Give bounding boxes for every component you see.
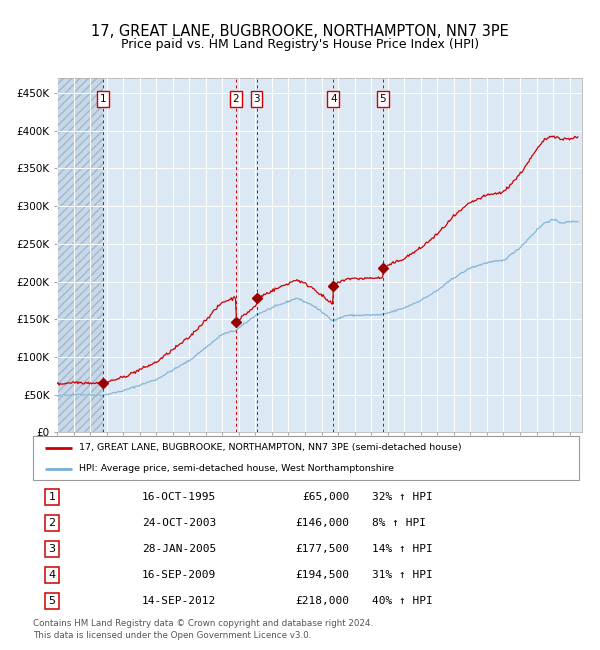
Text: 2: 2 xyxy=(49,518,56,528)
Text: 4: 4 xyxy=(330,94,337,104)
Text: HPI: Average price, semi-detached house, West Northamptonshire: HPI: Average price, semi-detached house,… xyxy=(79,464,394,473)
Bar xyxy=(57,78,103,432)
Text: £177,500: £177,500 xyxy=(296,544,350,554)
Text: 8% ↑ HPI: 8% ↑ HPI xyxy=(371,518,425,528)
Text: 40% ↑ HPI: 40% ↑ HPI xyxy=(371,596,432,606)
Text: 31% ↑ HPI: 31% ↑ HPI xyxy=(371,570,432,580)
Bar xyxy=(57,78,103,432)
Text: This data is licensed under the Open Government Licence v3.0.: This data is licensed under the Open Gov… xyxy=(33,630,311,640)
Text: 1: 1 xyxy=(100,94,106,104)
Text: 3: 3 xyxy=(253,94,260,104)
Text: 1: 1 xyxy=(49,492,56,502)
Text: 5: 5 xyxy=(380,94,386,104)
Text: £146,000: £146,000 xyxy=(296,518,350,528)
Text: 32% ↑ HPI: 32% ↑ HPI xyxy=(371,492,432,502)
FancyBboxPatch shape xyxy=(33,436,579,480)
Text: 16-SEP-2009: 16-SEP-2009 xyxy=(142,570,217,580)
Text: 14% ↑ HPI: 14% ↑ HPI xyxy=(371,544,432,554)
Text: 24-OCT-2003: 24-OCT-2003 xyxy=(142,518,217,528)
Text: 14-SEP-2012: 14-SEP-2012 xyxy=(142,596,217,606)
Text: Contains HM Land Registry data © Crown copyright and database right 2024.: Contains HM Land Registry data © Crown c… xyxy=(33,619,373,628)
Text: £218,000: £218,000 xyxy=(296,596,350,606)
Text: 17, GREAT LANE, BUGBROOKE, NORTHAMPTON, NN7 3PE (semi-detached house): 17, GREAT LANE, BUGBROOKE, NORTHAMPTON, … xyxy=(79,443,462,452)
Text: £65,000: £65,000 xyxy=(302,492,350,502)
Text: 2: 2 xyxy=(232,94,239,104)
Text: 4: 4 xyxy=(49,570,56,580)
Text: Price paid vs. HM Land Registry's House Price Index (HPI): Price paid vs. HM Land Registry's House … xyxy=(121,38,479,51)
Text: 16-OCT-1995: 16-OCT-1995 xyxy=(142,492,217,502)
Text: 28-JAN-2005: 28-JAN-2005 xyxy=(142,544,217,554)
Text: 3: 3 xyxy=(49,544,56,554)
Text: £194,500: £194,500 xyxy=(296,570,350,580)
Text: 5: 5 xyxy=(49,596,56,606)
Text: 17, GREAT LANE, BUGBROOKE, NORTHAMPTON, NN7 3PE: 17, GREAT LANE, BUGBROOKE, NORTHAMPTON, … xyxy=(91,24,509,39)
